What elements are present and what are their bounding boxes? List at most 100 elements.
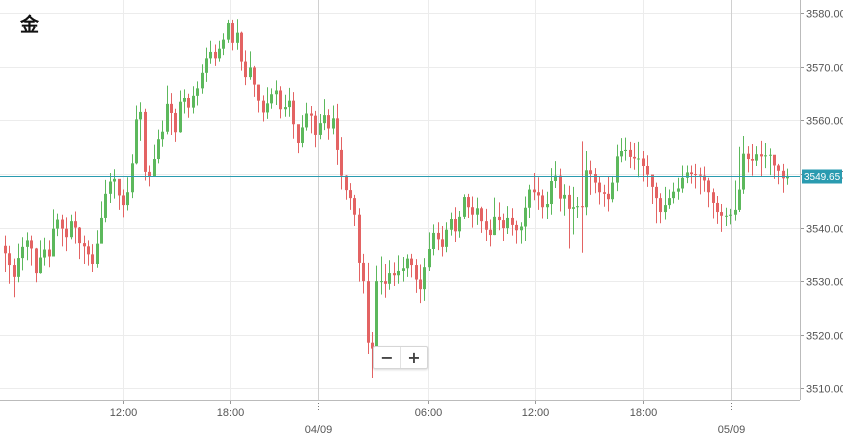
candle-body [30,240,33,249]
candle-body [349,190,352,199]
candle-body [393,273,396,276]
candle-body [174,112,177,133]
candle-body [257,84,260,101]
candle-body [244,61,247,78]
candle-body [607,193,610,200]
x-tick-label: 05/09 [718,424,746,436]
last-price-tag: 3549.65 [802,169,842,184]
candle-body [52,228,55,257]
x-tick-label: 18:00 [630,407,658,419]
candle-body [458,216,461,232]
candle-body [236,32,239,43]
candle-body [520,226,523,231]
candle-body [139,111,142,120]
candle-body [445,229,448,247]
candle-body [428,248,431,268]
candle-body [227,23,230,40]
candle-body [603,192,606,194]
candle-body [629,149,632,157]
candle-body [310,113,313,116]
candle-body [786,175,789,179]
chart-title: 金 [19,13,40,36]
candle-body [677,188,680,192]
grid-lines [0,0,800,400]
candle-body [699,174,702,176]
candle-body [196,88,199,96]
candle-body [100,217,103,244]
candle-body [13,265,16,277]
candle-body [70,221,73,238]
candle-body [533,189,536,193]
candle-body [4,245,7,254]
candle-body [314,115,317,135]
candle-body [568,194,571,209]
x-tick-label: 12:00 [522,407,550,419]
candle-body [620,151,623,157]
zoom-in-button[interactable]: + [400,347,427,368]
candle-body [153,159,156,177]
candle-body [485,221,488,230]
candle-body [751,159,754,161]
candle-body [179,101,182,133]
candle-body [589,170,592,175]
y-tick-label: 3560.00 [806,116,843,128]
candle-body [187,97,190,108]
candle-body [214,51,217,59]
candle-body [270,94,273,104]
candle-body [524,207,527,227]
candle-body [205,58,208,73]
candle-body [118,178,121,196]
zoom-out-button[interactable]: − [380,348,394,367]
candle-body [777,165,780,171]
candle-body [611,182,614,200]
candle-body [659,198,662,213]
candle-body [113,178,116,182]
candle-body [209,51,212,59]
candle-body [218,48,221,59]
candle-body [96,243,99,264]
candle-body [253,67,256,85]
candle-body [279,90,282,110]
candle-body [266,103,269,113]
candle-body [502,220,505,229]
candle-body [742,153,745,190]
candle-body [323,115,326,124]
candle-body [131,163,134,193]
candle-body [782,170,785,179]
candle-body [423,267,426,290]
candle-body [769,154,772,156]
candle-body [624,149,627,152]
zoom-controls: − + [373,346,428,369]
candle-body [74,221,77,228]
candle-body [135,119,138,164]
candle-body [371,342,374,349]
candle-body [91,254,94,264]
candle-body [712,192,715,203]
candle-body [358,214,361,263]
candle-body [39,257,42,274]
candle-body [480,208,483,222]
x-tick-label: 04/09 [305,424,333,436]
candle-body [716,202,719,213]
candle-body [275,90,278,95]
candle-body [319,123,322,135]
candle-body [576,206,579,208]
candle-body [637,158,640,160]
candle-body [734,209,737,215]
x-tick-label: 12:00 [110,407,138,419]
candle-body [437,232,440,240]
candle-body [690,172,693,175]
candle-body [183,97,186,102]
y-tick-label: 3510.00 [806,384,843,396]
candle-body [686,172,689,178]
candle-body [441,239,444,247]
candle-body [78,227,81,244]
candle-body [672,191,675,199]
x-tick-label: 06:00 [415,407,443,419]
candle-body [157,139,160,160]
candle-body [410,258,413,266]
candle-body [515,224,518,231]
candle-body [65,228,68,238]
candle-body [26,240,29,247]
